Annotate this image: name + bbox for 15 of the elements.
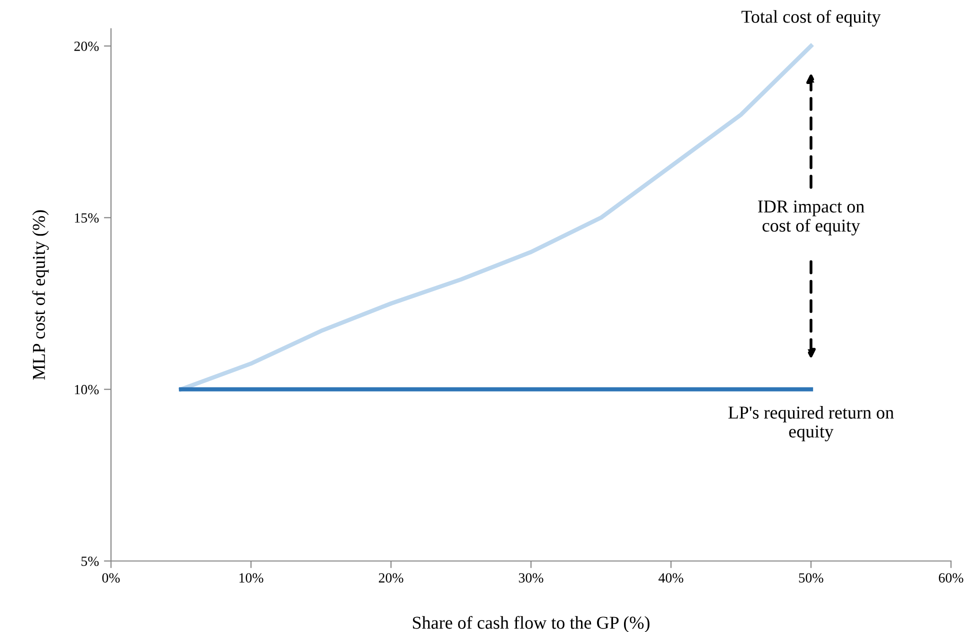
annotation: IDR impact on cost of equity xyxy=(758,200,864,236)
y-tick-label: 5% xyxy=(81,556,99,566)
x-tick-label: 10% xyxy=(239,573,264,583)
y-axis-title: MLP cost of equity (%) xyxy=(32,210,49,380)
x-tick-label: 20% xyxy=(378,573,404,583)
text: Total cost of equity xyxy=(742,10,881,27)
x-tick-label: 30% xyxy=(518,573,544,583)
x-tick-label: 50% xyxy=(799,573,824,583)
y-tick-label: 20% xyxy=(74,42,99,51)
x-tick-label: 0% xyxy=(102,573,120,583)
y-tick-label: 10% xyxy=(74,384,99,394)
x-tick-label: 60% xyxy=(938,573,964,583)
annotation: LP's required return on equity xyxy=(728,406,894,442)
x-tick-label: 40% xyxy=(658,573,684,583)
y-tick-label: 15% xyxy=(74,213,99,223)
